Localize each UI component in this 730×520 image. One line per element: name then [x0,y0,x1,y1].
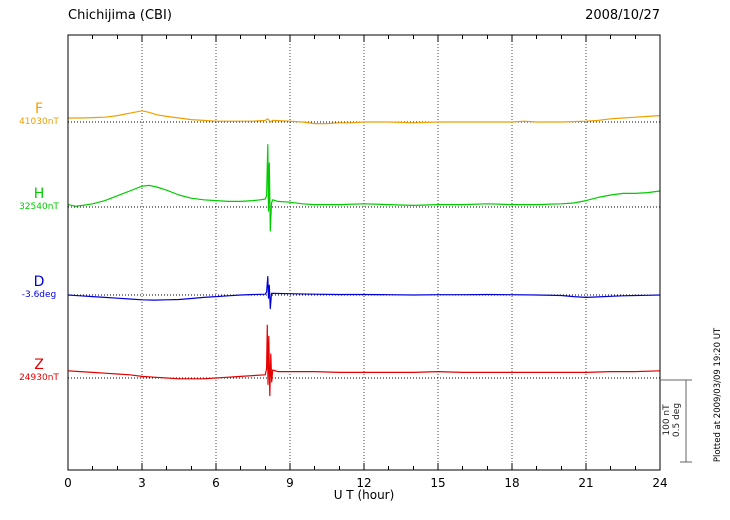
series-label-Z: Z 24930nT [8,358,70,384]
series-baseline-D: -3.6deg [21,290,57,300]
scalebar-deg: 0.5 deg [672,402,682,438]
svg-text:18: 18 [504,476,519,490]
x-axis-label: U T (hour) [333,488,395,502]
svg-text:3: 3 [138,476,146,490]
scalebar-label: 100 nT 0.5 deg [662,390,682,450]
svg-text:9: 9 [286,476,294,490]
svg-text:24: 24 [652,476,667,490]
series-letter-D: D [33,274,45,290]
series-letter-H: H [33,186,45,202]
scalebar-nT: 100 nT [662,404,672,436]
svg-text:15: 15 [430,476,445,490]
plot-footnote: Plotted at 2009/03/09 19:20 UT [713,327,723,463]
svg-text:6: 6 [212,476,220,490]
series-label-H: H 32540nT [8,187,70,213]
svg-text:12: 12 [356,476,371,490]
series-letter-F: F [34,101,44,117]
series-label-F: F 41030nT [8,102,70,128]
plot-date: 2008/10/27 [585,8,660,23]
series-baseline-Z: 24930nT [19,373,59,383]
station-title: Chichijima (CBI) [68,8,172,23]
series-letter-Z: Z [34,357,44,373]
series-baseline-F: 41030nT [19,117,59,127]
series-label-D: D -3.6deg [8,275,70,301]
svg-text:21: 21 [578,476,593,490]
svg-text:0: 0 [64,476,72,490]
series-baseline-H: 32540nT [19,202,59,212]
